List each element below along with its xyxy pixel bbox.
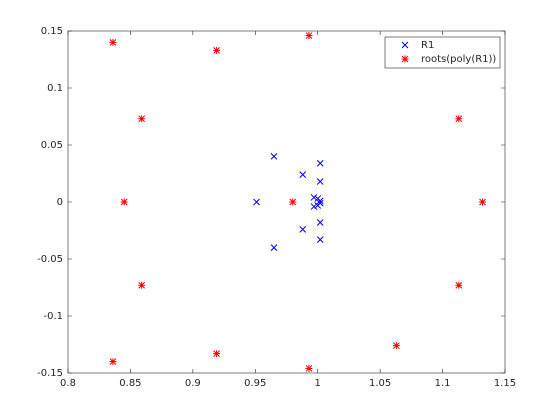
legend-label: roots(poly(R1)) <box>421 54 496 65</box>
point <box>316 219 324 226</box>
point <box>109 358 117 366</box>
point <box>120 198 128 206</box>
point <box>455 115 463 123</box>
x-tick-label: 1.05 <box>369 378 391 389</box>
x-tick-label: 0.95 <box>244 378 266 389</box>
point <box>270 244 278 251</box>
y-tick-label: -0.05 <box>37 254 63 265</box>
point <box>253 198 260 206</box>
legend-marker <box>401 41 409 49</box>
point <box>316 197 324 205</box>
point <box>316 159 324 167</box>
x-tick-label: 0.85 <box>119 378 141 389</box>
point <box>310 194 318 201</box>
x-tick-label: 0.8 <box>60 378 76 389</box>
x-tick-label: 1.15 <box>494 378 516 389</box>
point <box>213 350 221 358</box>
point <box>316 236 324 243</box>
x-tick-label: 1 <box>315 378 321 389</box>
point <box>479 198 487 206</box>
y-tick-label: 0.1 <box>47 83 63 94</box>
legend: R1 roots(poly(R1)) <box>384 36 501 69</box>
x-tick-label: 0.9 <box>185 378 201 389</box>
point <box>289 198 297 206</box>
point <box>305 364 313 372</box>
legend-marker <box>401 55 409 63</box>
point <box>299 171 307 178</box>
plot-area <box>67 30 506 374</box>
point <box>305 32 313 40</box>
legend-box <box>384 36 501 69</box>
y-tick-label: 0 <box>57 197 63 208</box>
y-tick-label: 0.05 <box>41 140 63 151</box>
point <box>138 281 146 289</box>
point <box>109 38 117 46</box>
legend-label: R1 <box>421 40 434 51</box>
point <box>213 46 221 54</box>
point <box>316 178 324 185</box>
y-tick-label: 0.15 <box>41 26 63 37</box>
point <box>270 153 278 160</box>
point <box>455 281 463 289</box>
point <box>310 203 318 210</box>
x-tick-label: 1.1 <box>435 378 451 389</box>
y-tick-label: -0.15 <box>37 368 63 379</box>
y-tick-label: -0.1 <box>43 311 63 322</box>
point <box>299 226 307 233</box>
point <box>392 342 400 350</box>
point <box>316 199 324 207</box>
point <box>138 115 146 123</box>
